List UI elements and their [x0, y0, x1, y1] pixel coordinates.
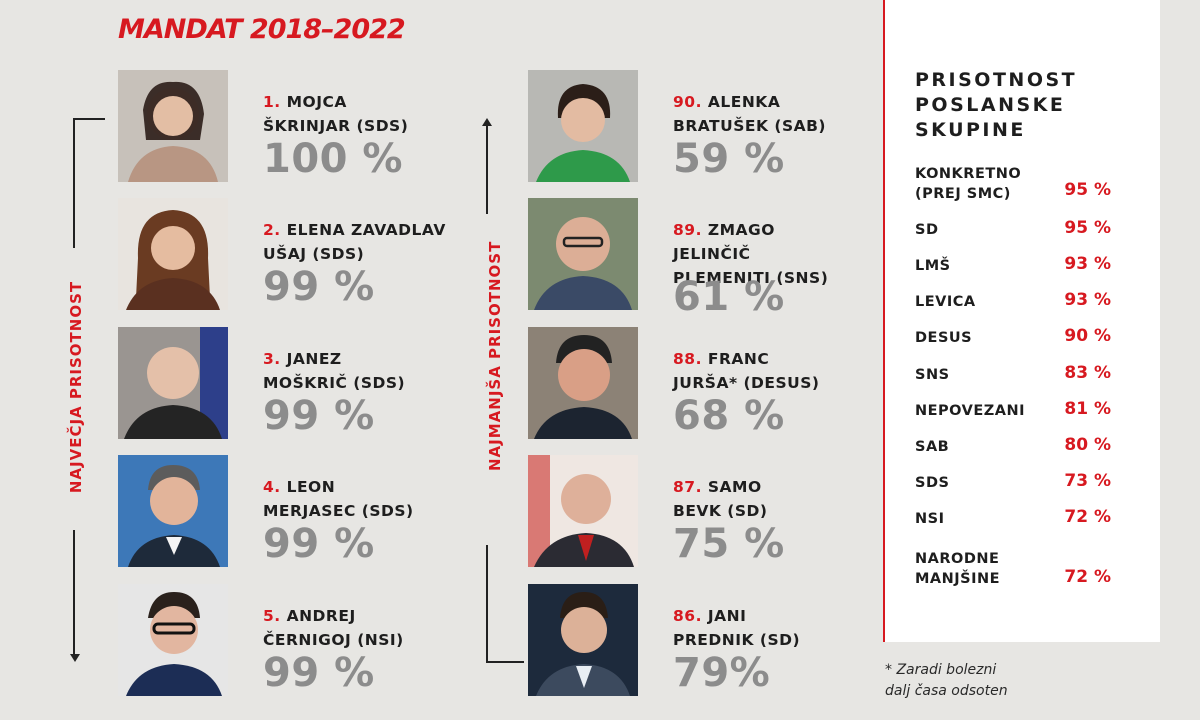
mp-name-line2: ŠKRINJAR (SDS) — [263, 117, 409, 135]
group-name: SD — [915, 222, 939, 238]
mp-name-line2: BRATUŠEK (SAB) — [673, 117, 827, 135]
mp-name-line1: ALENKA — [707, 93, 781, 111]
right-bracket-bottom — [486, 545, 524, 663]
attendance-percent: 59 % — [673, 136, 785, 182]
mp-name-line2: PREDNIK (SD) — [673, 631, 801, 649]
mp-bottom-87: 87. SAMO BEVK (SD) 75 % — [528, 455, 868, 573]
attendance-percent: 99 % — [263, 393, 375, 439]
group-name: SAB — [915, 439, 950, 455]
group-value: 93 % — [1064, 290, 1111, 310]
portrait-photo — [528, 327, 638, 439]
left-bracket-bottom — [73, 530, 75, 658]
rank-number: 86. — [673, 607, 702, 625]
column-label-min: NAJMANJŠA PRISOTNOST — [486, 240, 504, 471]
group-value: 95 % — [1064, 218, 1111, 238]
portrait-photo — [118, 455, 228, 567]
up-arrow-icon — [482, 118, 492, 126]
rank-number: 90. — [673, 93, 702, 111]
mp-name-line1: ELENA ZAVADLAV — [286, 221, 446, 239]
mp-name-line2: ČERNIGOJ (NSI) — [263, 631, 404, 649]
mp-name-line1: MOJCA — [286, 93, 347, 111]
mp-bottom-90: 90. ALENKA BRATUŠEK (SAB) 59 % — [528, 70, 868, 188]
footnote-line1: * Zaradi bolezni — [885, 662, 997, 678]
mp-name-line1: JANEZ — [286, 350, 342, 368]
rank-number: 1. — [263, 93, 281, 111]
group-name: LEVICA — [915, 294, 976, 310]
group-value: 72 % — [1064, 567, 1111, 587]
rank-number: 87. — [673, 478, 702, 496]
mp-top-2: 2. ELENA ZAVADLAV UŠAJ (SDS) 99 % — [118, 198, 458, 316]
mp-bottom-86: 86. JANI PREDNIK (SD) 79% — [528, 584, 868, 702]
group-name: SDS — [915, 475, 950, 491]
group-name: SNS — [915, 367, 950, 383]
attendance-percent: 99 % — [263, 521, 375, 567]
mp-name-line1: FRANC — [707, 350, 770, 368]
down-arrow-icon — [70, 654, 80, 662]
mp-top-5: 5. ANDREJ ČERNIGOJ (NSI) 99 % — [118, 584, 458, 702]
rank-number: 5. — [263, 607, 281, 625]
rank-number: 2. — [263, 221, 281, 239]
group-value: 73 % — [1064, 471, 1111, 491]
attendance-percent: 99 % — [263, 264, 375, 310]
mp-name-line2: JURŠA* (DESUS) — [673, 374, 820, 392]
mp-name-line1: ZMAGO — [707, 221, 775, 239]
left-bracket-top — [73, 118, 105, 248]
group-name: KONKRETNO (PREJ SMC) — [915, 166, 1022, 202]
portrait-photo — [118, 584, 228, 696]
attendance-percent: 99 % — [263, 650, 375, 696]
mp-bottom-88: 88. FRANC JURŠA* (DESUS) 68 % — [528, 327, 868, 445]
mp-name-line2: MOŠKRIČ (SDS) — [263, 374, 406, 392]
mp-top-3: 3. JANEZ MOŠKRIČ (SDS) 99 % — [118, 327, 458, 445]
portrait-photo — [118, 198, 228, 310]
mp-name-line1: LEON — [286, 478, 336, 496]
group-name: NSI — [915, 511, 945, 527]
group-value: 93 % — [1064, 254, 1111, 274]
rank-number: 88. — [673, 350, 702, 368]
mp-name-line2: MERJASEC (SDS) — [263, 502, 414, 520]
party-attendance-panel: PRISOTNOST POSLANSKE SKUPINE KONKRETNO (… — [883, 0, 1160, 642]
attendance-percent: 79% — [673, 650, 771, 696]
portrait-photo — [528, 584, 638, 696]
attendance-percent: 75 % — [673, 521, 785, 567]
footnote: * Zaradi bolezni dalj časa odsoten — [885, 660, 1008, 702]
group-value: 81 % — [1064, 399, 1111, 419]
group-name: NEPOVEZANI — [915, 403, 1025, 419]
mp-name-line2: BEVK (SD) — [673, 502, 768, 520]
portrait-photo — [528, 455, 638, 567]
portrait-photo — [118, 327, 228, 439]
group-name: NARODNE MANJŠINE — [915, 551, 1001, 587]
portrait-photo — [118, 70, 228, 182]
group-value: 72 % — [1064, 507, 1111, 527]
group-value: 95 % — [1064, 180, 1111, 200]
mp-bottom-89: 89. ZMAGO JELINČIČ PLEMENITI (SNS) 61 % — [528, 198, 868, 320]
mp-name-line1: SAMO — [707, 478, 762, 496]
mp-top-1: 1. MOJCA ŠKRINJAR (SDS) 100 % — [118, 70, 458, 188]
rank-number: 4. — [263, 478, 281, 496]
rank-number: 89. — [673, 221, 702, 239]
page-title: MANDAT 2018–2022 — [118, 14, 406, 45]
group-value: 90 % — [1064, 326, 1111, 346]
attendance-percent: 61 % — [673, 274, 785, 320]
portrait-photo — [528, 198, 638, 310]
mp-name-line1: JANI — [707, 607, 747, 625]
mp-name-line2: JELINČIČ — [673, 245, 751, 263]
mp-name-line3: PLEMENITI (SNS) — [673, 269, 829, 287]
rank-number: 3. — [263, 350, 281, 368]
mp-top-4: 4. LEON MERJASEC (SDS) 99 % — [118, 455, 458, 573]
group-name: DESUS — [915, 330, 973, 346]
mp-name-line1: ANDREJ — [286, 607, 356, 625]
column-label-max: NAJVEČJA PRISOTNOST — [67, 280, 85, 494]
group-value: 83 % — [1064, 363, 1111, 383]
portrait-photo — [528, 70, 638, 182]
group-value: 80 % — [1064, 435, 1111, 455]
footnote-line2: dalj časa odsoten — [885, 683, 1008, 699]
attendance-percent: 68 % — [673, 393, 785, 439]
panel-title: PRISOTNOST POSLANSKE SKUPINE — [915, 69, 1078, 141]
attendance-percent: 100 % — [263, 136, 403, 182]
group-name: LMŠ — [915, 258, 951, 274]
mp-name-line2: UŠAJ (SDS) — [263, 245, 365, 263]
right-bracket-top — [486, 124, 488, 214]
